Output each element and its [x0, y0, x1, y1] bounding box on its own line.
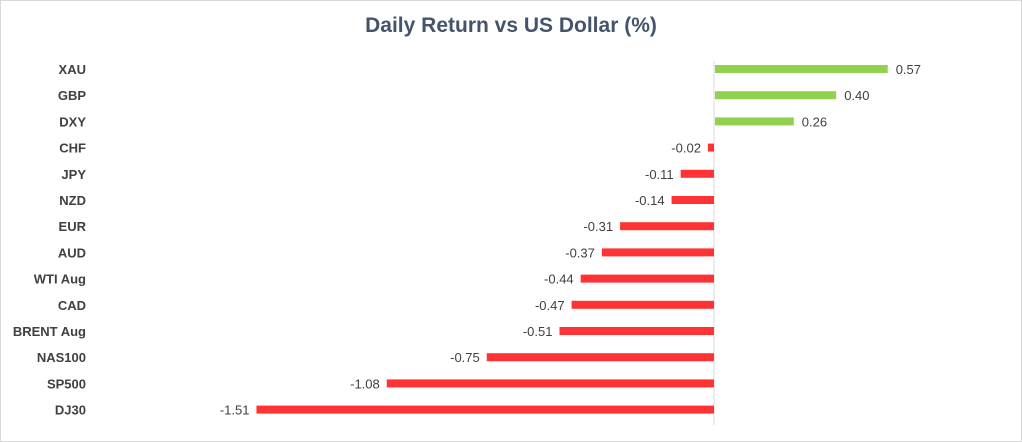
category-label: EUR: [59, 219, 87, 234]
bar: [671, 196, 714, 204]
category-label: DJ30: [55, 403, 86, 418]
bar: [256, 405, 714, 414]
category-label: GBP: [58, 88, 87, 103]
data-label: -0.37: [565, 245, 595, 260]
category-label: AUD: [58, 245, 86, 260]
data-label: -0.75: [450, 350, 480, 365]
data-label: -0.51: [523, 324, 553, 339]
category-label: SP500: [47, 376, 86, 391]
bar: [715, 91, 837, 100]
category-label: WTI Aug: [34, 272, 86, 287]
category-label: CHF: [59, 141, 86, 156]
category-label: NAS100: [37, 350, 86, 365]
bar: [601, 248, 714, 257]
category-label: JPY: [61, 167, 86, 182]
bar: [680, 169, 714, 178]
bar: [707, 143, 714, 152]
data-label: 0.40: [844, 88, 869, 103]
bar: [571, 300, 714, 309]
data-label: -0.47: [535, 298, 565, 313]
data-label: 0.26: [802, 114, 827, 129]
bar: [715, 65, 888, 73]
data-label: -0.31: [583, 219, 613, 234]
data-label: -0.02: [671, 141, 701, 156]
data-label: -0.14: [635, 193, 665, 208]
bar: [715, 117, 794, 126]
category-label: XAU: [59, 62, 86, 77]
data-label: -0.44: [544, 272, 574, 287]
chart-title: Daily Return vs US Dollar (%): [365, 14, 657, 37]
bar: [386, 379, 714, 388]
data-label: -1.51: [220, 403, 250, 418]
bar: [580, 274, 714, 283]
data-label: -1.08: [350, 376, 380, 391]
category-label: DXY: [59, 114, 86, 129]
category-label: NZD: [59, 193, 86, 208]
category-label: CAD: [58, 298, 86, 313]
bar: [486, 353, 714, 362]
data-label: 0.57: [896, 62, 921, 77]
bar: [620, 222, 714, 231]
bar: [559, 327, 714, 335]
category-label: BRENT Aug: [13, 324, 86, 339]
data-label: -0.11: [645, 167, 674, 182]
